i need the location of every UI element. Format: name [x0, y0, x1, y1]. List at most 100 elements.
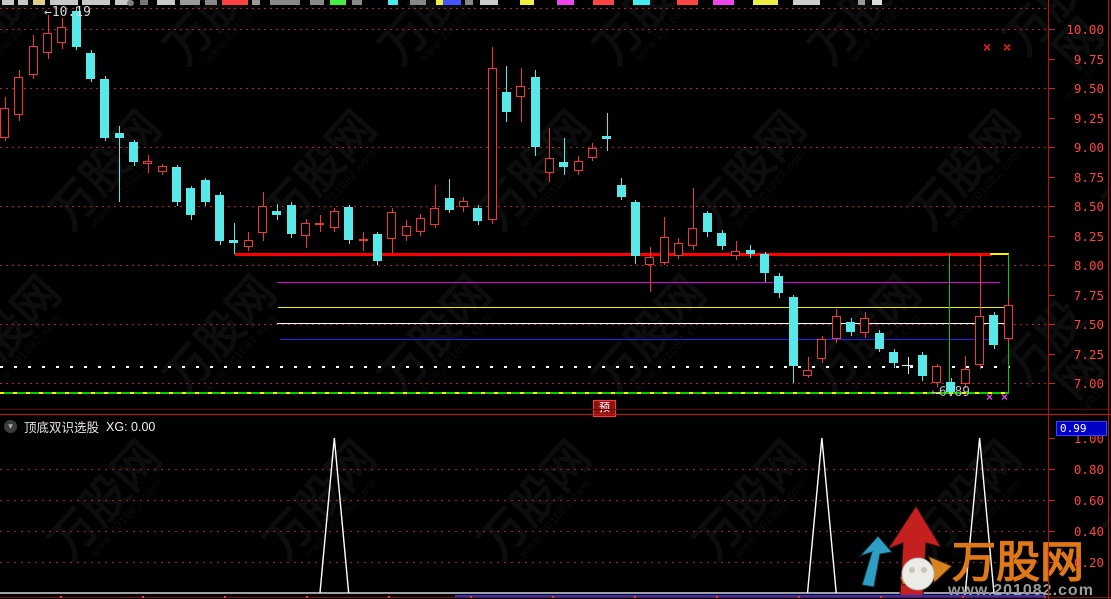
candle [717, 233, 726, 246]
plot-right-border [1048, 0, 1049, 599]
axis-tick [1049, 29, 1055, 30]
candle [387, 212, 396, 239]
candle-wick [693, 188, 694, 228]
candle-wick [865, 312, 866, 318]
xg-spike [806, 437, 837, 594]
candle-wick [678, 256, 679, 259]
filter-icon[interactable] [127, 0, 134, 6]
chevron-down-icon[interactable]: ▾ [4, 420, 17, 433]
candle-wick [922, 352, 923, 355]
candle-wick [578, 156, 579, 161]
candle-wick [177, 202, 178, 206]
legend-fragment [388, 0, 398, 5]
candle [359, 239, 368, 241]
candle [774, 276, 783, 293]
legend-fragment [330, 0, 346, 5]
legend-fragment [140, 0, 148, 5]
axis-tick [1049, 562, 1055, 563]
price-axis-label: 7.25 [1073, 347, 1104, 362]
level-line [235, 253, 992, 256]
candle-wick [420, 214, 421, 218]
legend-fragment [443, 0, 461, 5]
alert-badge[interactable]: 预 [593, 400, 616, 417]
panel-border-bottom [0, 597, 1111, 598]
candle [946, 382, 955, 392]
candle-wick [392, 208, 393, 212]
candle [703, 213, 712, 232]
legend-fragment [270, 0, 300, 5]
candle-wick [492, 47, 493, 68]
candle [287, 205, 296, 234]
legend-fragment [82, 0, 110, 5]
candle-wick [377, 261, 378, 265]
candle [803, 370, 812, 376]
candle-wick [937, 364, 938, 366]
candle-wick [205, 202, 206, 206]
candle-wick [564, 167, 565, 175]
candle-wick [134, 162, 135, 166]
candle-wick [248, 232, 249, 240]
candle-wick [306, 236, 307, 248]
doji-candle [902, 365, 913, 366]
candle [531, 77, 540, 147]
candle-wick [621, 178, 622, 185]
level-line [277, 282, 1000, 283]
candle [301, 223, 310, 236]
axis-tick [1049, 383, 1055, 384]
candle-wick [263, 233, 264, 241]
candle-wick [449, 210, 450, 213]
logo-url: www.201082.com [947, 582, 1094, 599]
candle-wick [793, 295, 794, 297]
candle-wick [851, 318, 852, 322]
candle-wick [406, 220, 407, 226]
candle-wick [750, 245, 751, 250]
candle-wick [707, 211, 708, 213]
candle [315, 223, 324, 225]
axis-tick [1049, 118, 1055, 119]
candle-wick [578, 171, 579, 175]
candle [502, 92, 511, 112]
legend-fragment [180, 0, 200, 5]
price-gridline [0, 147, 1048, 148]
candle-wick [5, 138, 6, 141]
candle-wick [19, 115, 20, 121]
price-gridline [0, 29, 1048, 30]
logo-cyan-arrow-icon [858, 535, 893, 588]
candle [272, 211, 281, 215]
candle-wick [836, 309, 837, 316]
price-axis-label: 9.00 [1073, 140, 1104, 155]
candle-wick [406, 236, 407, 241]
candle-wick [894, 363, 895, 368]
price-axis-label: 7.75 [1073, 288, 1104, 303]
candle-wick [48, 53, 49, 59]
legend-fragment [205, 0, 217, 5]
candle-wick [420, 232, 421, 236]
candle-wick [779, 273, 780, 276]
candle-wick [607, 113, 608, 136]
legend-fragment [713, 0, 734, 5]
date-tick [634, 596, 636, 598]
candle-wick [765, 252, 766, 254]
legend-fragment [157, 0, 175, 5]
logo-title: 万股网 [952, 538, 1084, 587]
candle-wick [33, 35, 34, 46]
indicator-name: 顶底双识选股 [24, 421, 100, 435]
sell-cross-icon: × [983, 39, 992, 55]
candle-wick [277, 215, 278, 220]
window-right-border [1108, 0, 1109, 599]
candle [645, 257, 654, 265]
candle-wick [291, 202, 292, 205]
candle-wick [148, 155, 149, 161]
candle-wick [535, 147, 536, 156]
candle-wick [76, 47, 77, 50]
indicator-value: XG: 0.00 [106, 419, 156, 434]
bottom-blue-line [455, 595, 1045, 597]
candle-wick [220, 192, 221, 195]
candle-wick [535, 70, 536, 77]
indicator-title-bar: ▾ 顶底双识选股 XG: 0.00 [4, 419, 156, 435]
candle-wick [908, 357, 909, 365]
candle-wick [664, 263, 665, 265]
candle [430, 208, 439, 225]
candle [373, 234, 382, 261]
